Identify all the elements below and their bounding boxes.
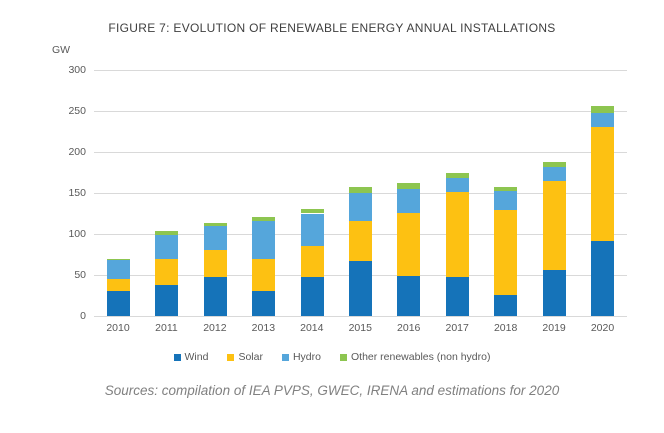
bar-segment-wind-2011: [155, 284, 179, 316]
y-axis-tick-label: 200: [68, 146, 86, 158]
bar-segment-solar-2017: [445, 192, 469, 278]
bar-segment-hydro-2016: [397, 188, 421, 213]
bar-segment-other-2019: [542, 161, 566, 167]
bar-segment-wind-2017: [445, 277, 469, 316]
bar-segment-hydro-2011: [155, 234, 179, 260]
bar-segment-hydro-2015: [349, 193, 372, 221]
bar-segment-wind-2014: [300, 277, 324, 316]
y-axis-tick-label: 50: [74, 269, 86, 281]
y-axis-tick-label: 250: [68, 105, 86, 117]
x-axis-tick-label: 2020: [590, 322, 615, 334]
y-axis-unit-label: GW: [52, 44, 71, 56]
bar-segment-other-2013: [252, 216, 276, 221]
y-axis-tick-label: 100: [68, 228, 86, 240]
bar-segment-solar-2012: [203, 250, 227, 277]
legend-item-hydro: Hydro: [281, 351, 321, 363]
bar-segment-other-2015: [349, 187, 372, 193]
bar-segment-hydro-2013: [252, 220, 276, 260]
bar-segment-other-2011: [155, 230, 179, 235]
legend-label: Other renewables (non hydro): [350, 351, 491, 363]
bar-segment-other-2012: [203, 222, 227, 226]
y-axis-tick-label: 150: [68, 187, 86, 199]
y-axis-tick-label: 300: [68, 64, 86, 76]
bar-segment-hydro-2010: [106, 259, 130, 280]
x-axis-tick-label: 2015: [348, 322, 372, 334]
gridline-250: [94, 111, 627, 112]
bar-segment-hydro-2018: [494, 191, 518, 211]
x-axis-tick-label: 2019: [542, 322, 566, 334]
chart-title: FIGURE 7: EVOLUTION OF RENEWABLE ENERGY …: [108, 21, 556, 35]
legend-swatch-icon: [339, 353, 347, 361]
bar-segment-solar-2016: [397, 212, 421, 276]
legend-swatch-icon: [281, 353, 289, 361]
x-axis-tick-label: 2017: [445, 322, 469, 334]
legend-swatch-icon: [227, 353, 235, 361]
x-axis-tick-label: 2012: [203, 322, 227, 334]
legend-item-other: Other renewables (non hydro): [339, 351, 491, 363]
bar-segment-other-2018: [494, 187, 518, 192]
bar-segment-wind-2018: [494, 294, 518, 316]
bar-segment-wind-2020: [591, 240, 615, 316]
x-axis-tick-label: 2016: [397, 322, 421, 334]
source-citation: Sources: compilation of IEA PVPS, GWEC, …: [104, 383, 560, 398]
bar-segment-other-2016: [397, 183, 421, 189]
bar-segment-wind-2019: [542, 270, 566, 316]
bar-segment-solar-2010: [106, 279, 130, 292]
bar-segment-wind-2016: [397, 275, 421, 316]
legend-label: Wind: [184, 351, 209, 363]
gridline-200: [94, 152, 627, 153]
bar-segment-hydro-2020: [591, 112, 615, 128]
gridline-300: [94, 70, 627, 71]
bar-segment-wind-2012: [203, 276, 227, 316]
bar-segment-wind-2013: [252, 290, 276, 316]
bar-segment-other-2017: [445, 172, 469, 179]
gridline-0: [94, 316, 627, 317]
x-axis-tick-label: 2011: [155, 322, 178, 334]
bar-segment-solar-2014: [300, 246, 324, 278]
bar-segment-other-2020: [591, 106, 615, 113]
x-axis-tick-label: 2014: [300, 322, 324, 334]
bar-segment-other-2010: [106, 258, 130, 260]
bar-segment-solar-2019: [542, 180, 566, 271]
bar-segment-solar-2011: [155, 259, 179, 285]
bar-segment-hydro-2012: [203, 225, 227, 251]
bar-segment-solar-2020: [591, 127, 615, 241]
bar-segment-wind-2010: [106, 291, 130, 316]
bar-segment-solar-2018: [494, 210, 518, 295]
bar-segment-hydro-2014: [300, 213, 324, 247]
bar-segment-hydro-2017: [445, 178, 469, 193]
y-axis-tick-label: 0: [80, 310, 86, 322]
bar-segment-solar-2013: [252, 259, 276, 291]
legend-swatch-icon: [173, 353, 181, 361]
chart-legend: Wind Solar Hydro Other renewables (non hydr…: [0, 351, 664, 363]
bar-segment-wind-2015: [349, 261, 372, 316]
x-axis-tick-label: 2013: [251, 322, 276, 334]
legend-item-wind: Wind: [173, 351, 209, 363]
x-axis-tick-label: 2018: [493, 322, 518, 334]
x-axis-tick-label: 2010: [106, 322, 130, 334]
legend-label: Solar: [238, 351, 263, 363]
bar-segment-hydro-2019: [542, 166, 566, 181]
bar-segment-solar-2015: [349, 220, 372, 262]
legend-label: Hydro: [292, 351, 321, 363]
bar-segment-other-2014: [300, 209, 324, 214]
legend-item-solar: Solar: [227, 351, 263, 363]
